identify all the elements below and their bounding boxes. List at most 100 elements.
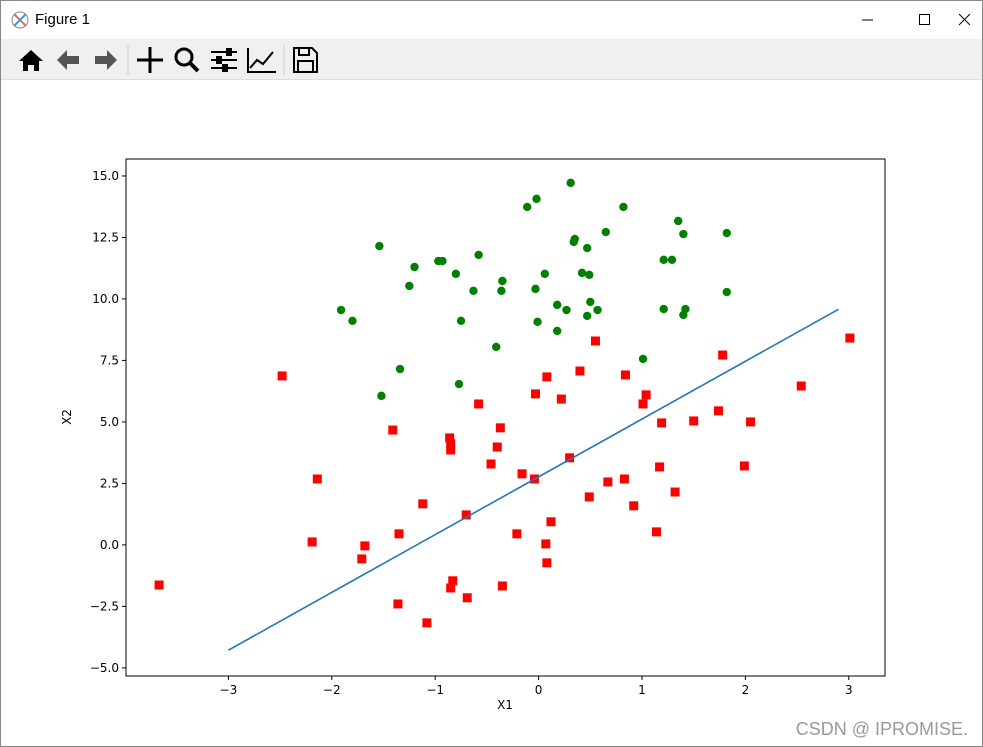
square-point [418,499,428,509]
square-point [486,459,496,469]
plot-area [125,158,886,677]
circle-point [679,310,688,320]
square-point [530,389,540,399]
x-axis-label: X1 [497,698,513,712]
square-point [542,372,552,382]
x-tick-label: −1 [426,683,444,697]
square-point [746,417,756,427]
back-button[interactable] [57,50,79,70]
forward-button[interactable] [95,50,117,70]
square-point [388,425,398,435]
x-tick-label: 1 [638,683,646,697]
home-button[interactable] [19,50,43,71]
toolbar-icons [19,45,318,75]
square-point [565,453,575,463]
circle-point [593,305,602,315]
watermark: CSDN @ IPROMISE. [795,719,968,739]
x-tick-label: −3 [220,683,238,697]
circle-point [585,270,594,280]
close-button[interactable] [958,13,971,26]
square-point [446,439,456,449]
square-point [446,583,456,593]
configure-button[interactable] [211,48,237,72]
square-point [546,517,556,527]
circle-point [566,178,575,188]
x-tick-label: 2 [742,683,750,697]
circle-point [491,342,501,352]
window-title: Figure 1 [35,11,91,28]
maximize-button[interactable] [919,14,930,25]
square-point [394,529,404,539]
circle-point [638,354,648,364]
pan-button[interactable] [137,47,163,73]
square-point [739,461,749,471]
square-point [357,554,367,564]
square-point [845,333,855,343]
circle-point [722,228,731,238]
square-point [584,492,594,502]
circle-point [586,297,595,307]
square-point [796,381,806,391]
circle-point [497,286,506,296]
square-point [603,477,613,487]
toolbar [1,39,982,80]
circle-point [667,255,677,265]
circle-point [722,287,731,297]
circle-point [523,202,532,212]
square-point [495,423,505,433]
square-point [517,469,527,479]
circle-point [410,262,419,272]
square-point [657,418,667,428]
square-point [307,537,317,547]
square-point [445,433,455,443]
circle-point [553,326,562,336]
square-point [641,390,651,400]
circle-point [582,311,592,321]
circle-point [577,268,587,278]
y-tick-label: 10.0 [92,292,119,306]
circle-point [469,286,478,296]
square-point [393,599,403,609]
y-tick-label: 5.0 [100,415,119,429]
circle-point [533,317,542,327]
circle-point [454,379,464,389]
square-point [448,576,458,586]
square-point [497,581,507,591]
edit-axes-button[interactable] [247,48,276,73]
circle-point [601,227,611,237]
circle-point [553,300,562,310]
square-point [446,445,456,455]
y-tick-label: −2.5 [90,599,119,613]
circle-point [395,364,405,374]
square-point [714,406,724,416]
circle-point [532,194,541,204]
circle-point [659,255,668,265]
square-point [575,366,585,376]
circle-point [562,305,571,315]
circle-point [348,316,357,326]
circle-point [377,391,386,401]
circle-point [498,276,507,286]
y-tick-label: 7.5 [100,353,119,367]
square-point [542,558,552,568]
circle-point [438,256,447,266]
app-icon [11,11,29,29]
zoom-button[interactable] [174,47,200,73]
square-point [474,399,484,409]
square-point [360,541,370,551]
circle-point [673,216,683,226]
circle-point [679,229,688,239]
save-button[interactable] [293,47,318,73]
square-point [512,529,522,539]
y-axis-label: X2 [60,409,74,425]
square-point [277,371,287,381]
square-point [541,539,551,549]
y-tick-label: −5.0 [90,661,119,675]
square-point [154,580,164,590]
square-point [492,442,502,452]
y-tick-label: 15.0 [92,169,119,183]
x-tick-label: 3 [845,683,853,697]
square-point [590,336,600,346]
square-point [556,394,566,404]
